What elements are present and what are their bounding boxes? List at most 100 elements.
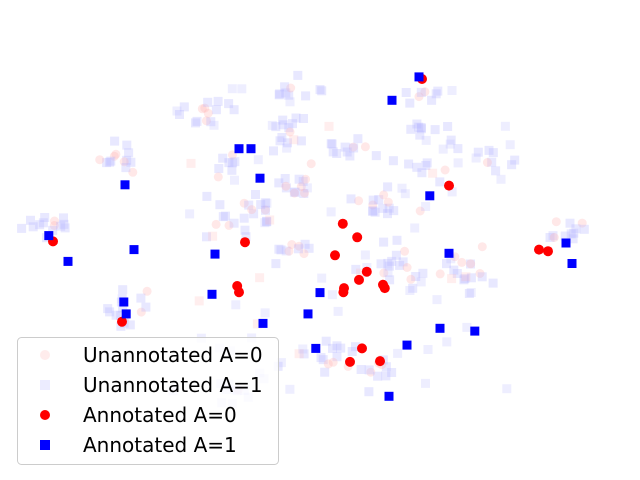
unannotated-a1-point <box>417 124 426 134</box>
unannotated-a1-point <box>349 143 359 153</box>
unannotated-a0-point <box>281 181 291 191</box>
unannotated-a1-point <box>571 224 581 234</box>
unannotated-a1-point <box>408 283 418 293</box>
unannotated-a1-point <box>332 149 342 158</box>
unannotated-a1-point <box>328 343 337 353</box>
unannotated-point <box>227 84 237 94</box>
unannotated-point <box>333 306 343 316</box>
legend-label-unannotated-a0: Unannotated A=0 <box>83 343 263 367</box>
unannotated-a1-point <box>473 147 483 157</box>
unannotated-point <box>267 120 277 130</box>
annotated-a-1-point <box>567 259 577 268</box>
unannotated-a1-point <box>368 206 378 216</box>
unannotated-a0-point <box>136 307 146 317</box>
unannotated-a1-point <box>342 147 352 157</box>
unannotated-a1-point <box>464 289 474 298</box>
unannotated-a1-point <box>384 203 394 213</box>
unannotated-point <box>438 144 448 154</box>
unannotated-a1-point <box>283 138 292 148</box>
unannotated-a1-point <box>328 147 338 157</box>
unannotated-a0-point <box>354 196 364 206</box>
legend-label-annotated-a1: Annotated A=1 <box>83 433 237 457</box>
unannotated-a1-point <box>274 90 284 100</box>
unannotated-a1-point <box>228 158 238 168</box>
unannotated-a1-point <box>290 187 300 197</box>
annotated-a-1-point <box>121 309 131 319</box>
unannotated-a0-point <box>203 108 213 118</box>
unannotated-point <box>285 97 295 107</box>
unannotated-a1-point <box>121 163 131 173</box>
unannotated-a0-point <box>299 249 309 259</box>
unannotated-a0-point <box>285 127 295 137</box>
unannotated-a1-point <box>281 88 291 98</box>
unannotated-a1-point <box>356 365 366 374</box>
unannotated-point <box>421 135 431 145</box>
unannotated-a1-point <box>317 86 327 96</box>
unannotated-a1-point <box>569 228 579 238</box>
unannotated-a0-point <box>577 218 587 228</box>
unannotated-a1-point <box>383 258 393 268</box>
annotated-a-1-point <box>234 144 244 154</box>
unannotated-a0-point <box>477 242 487 252</box>
unannotated-a0-point <box>142 286 152 296</box>
unannotated-a1-point <box>124 148 134 158</box>
unannotated-a1-point <box>345 151 355 161</box>
unannotated-a1-point <box>105 157 115 167</box>
unannotated-a1-point <box>229 218 239 228</box>
unannotated-a1-point <box>274 178 284 188</box>
unannotated-a1-point <box>118 285 128 295</box>
unannotated-point <box>447 86 457 95</box>
unannotated-a0-point <box>475 269 485 278</box>
annotated-a-1-point <box>303 309 313 319</box>
unannotated-a1-point <box>579 224 589 234</box>
unannotated-point <box>260 308 270 318</box>
unannotated-a1-point <box>384 261 394 271</box>
unannotated-point <box>462 322 472 332</box>
unannotated-a1-point <box>224 99 234 109</box>
unannotated-a0-point <box>457 257 467 267</box>
unannotated-a0-point <box>95 155 105 165</box>
annotated-a-1-point <box>425 191 435 201</box>
annotated-a-0-point <box>444 180 454 191</box>
annotated-a-0-point <box>117 316 127 327</box>
unannotated-a1-point <box>111 310 121 320</box>
unannotated-point <box>397 183 407 193</box>
unannotated-a0-point <box>368 200 378 210</box>
unannotated-a1-point <box>249 209 259 219</box>
unannotated-a1-point <box>381 362 391 372</box>
unannotated-a1-point <box>229 105 239 115</box>
unannotated-a0-point <box>286 83 296 93</box>
unannotated-a1-point <box>244 200 254 210</box>
annotated-a-0-point <box>361 266 372 277</box>
unannotated-a1-point <box>401 88 411 97</box>
unannotated-a0-point <box>551 217 561 227</box>
unannotated-point <box>262 198 272 208</box>
annotated-a-0-point <box>345 356 355 367</box>
unannotated-a1-point <box>262 216 272 226</box>
unannotated-a0-point <box>402 263 412 272</box>
unannotated-point <box>421 202 431 211</box>
unannotated-a1-point <box>278 120 288 130</box>
unannotated-a1-point <box>103 304 113 314</box>
unannotated-a1-point <box>443 122 453 131</box>
unannotated-a1-point <box>433 86 443 96</box>
unannotated-a1-point <box>275 89 285 99</box>
unannotated-a1-point <box>336 343 346 353</box>
unannotated-a0-point <box>420 87 430 97</box>
unannotated-point <box>260 218 270 228</box>
unannotated-a1-point <box>218 212 228 222</box>
unannotated-a1-point <box>203 97 213 107</box>
unannotated-a0-point <box>224 220 234 230</box>
unannotated-a1-point <box>300 239 310 249</box>
unannotated-point <box>285 384 295 394</box>
unannotated-a1-point <box>427 95 437 105</box>
unannotated-a1-point <box>141 302 151 312</box>
unannotated-a1-point <box>118 303 128 313</box>
annotated-a-1-point <box>246 144 256 154</box>
annotated-a-1-point <box>561 238 571 248</box>
unannotated-point <box>324 121 334 131</box>
unannotated-point <box>461 272 471 282</box>
unannotated-a1-point <box>404 159 414 169</box>
unannotated-point <box>253 155 263 165</box>
annotated-a-1-point <box>210 249 220 259</box>
